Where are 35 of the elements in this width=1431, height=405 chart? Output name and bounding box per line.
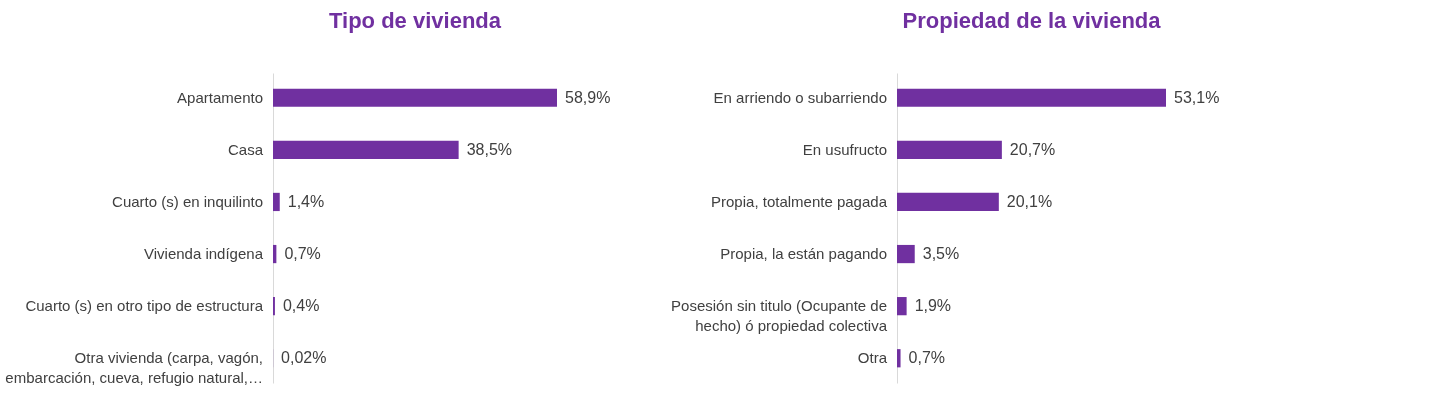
data-label: 3,5% [922,245,960,263]
bar [897,88,1166,107]
data-label: 20,1% [1006,192,1053,210]
bar [897,192,999,212]
data-label: 0,7% [284,245,321,263]
y-tick-label: En usufructo [802,140,887,158]
data-label: 20,7% [1009,140,1056,158]
bar [897,140,1002,159]
bar [273,192,280,212]
data-label: 0,7% [908,349,946,367]
y-tick-label: Vivienda indígena [144,245,264,263]
y-tick-label: Propia, totalmente pagada [711,192,888,210]
chart-title: Propiedad de la vivienda [902,8,1162,33]
data-label: 0,02% [281,349,327,367]
bar [273,88,557,107]
data-label: 38,5% [466,140,513,158]
y-tick-label: Posesión sin titulo (Ocupante de hecho) ó propiedad colectiva [671,297,888,335]
y-tick-label: Apartamento [177,88,263,106]
y-tick-label: Otra vivienda (carpa, vagón, embarcación, cueva, refugio natural,… [5,349,263,387]
chart-title: Tipo de vivienda [329,8,502,33]
y-tick-label: Otra [857,349,888,367]
y-tick-label: En arriendo o subarriendo [713,88,887,106]
data-label: 0,4% [282,297,320,315]
y-tick-label: Casa [227,140,264,158]
y-tick-label: Cuarto (s) en otro tipo de estructura [25,297,264,315]
y-tick-label: Propia, la están pagando [720,245,887,263]
bar [897,244,915,264]
bar [897,349,901,368]
data-label: 1,4% [287,192,325,210]
y-tick-label: Cuarto (s) en inquilinto [112,192,263,210]
data-label: 1,9% [914,297,952,315]
bar [273,140,459,159]
bar [897,297,907,316]
data-label: 53,1% [1174,88,1220,106]
data-label: 58,9% [565,88,611,106]
